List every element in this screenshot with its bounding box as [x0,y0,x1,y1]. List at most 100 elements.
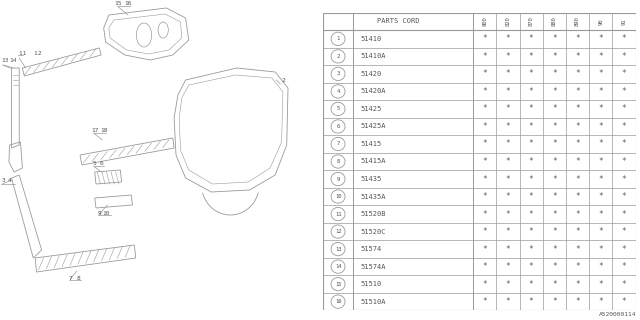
Text: 51420A: 51420A [361,88,386,94]
Text: *: * [483,34,487,44]
Text: *: * [506,52,510,61]
Text: 51410: 51410 [361,36,382,42]
Text: 51574A: 51574A [361,264,386,270]
Text: *: * [529,174,533,183]
Text: 51420: 51420 [361,71,382,77]
Text: *: * [506,104,510,113]
Text: 51435A: 51435A [361,194,386,200]
Text: A520000114: A520000114 [599,312,637,317]
Text: *: * [598,87,603,96]
Text: *: * [575,227,580,236]
Text: *: * [621,227,626,236]
Text: *: * [506,280,510,289]
Text: *: * [529,210,533,219]
Text: *: * [552,227,557,236]
Text: *: * [552,122,557,131]
Text: *: * [575,69,580,78]
Text: *: * [552,262,557,271]
Text: *: * [598,34,603,44]
Text: 10: 10 [335,194,341,199]
Text: 8: 8 [76,276,80,281]
Text: 6: 6 [99,161,103,166]
Text: *: * [506,227,510,236]
Text: 51435: 51435 [361,176,382,182]
Text: 7: 7 [337,141,340,147]
Text: *: * [552,87,557,96]
Text: *: * [483,192,487,201]
Text: 8: 8 [337,159,340,164]
Text: *: * [575,174,580,183]
Text: *: * [506,140,510,148]
Text: *: * [506,262,510,271]
Text: *: * [552,157,557,166]
Text: *: * [483,69,487,78]
Text: *: * [621,122,626,131]
Text: 17: 17 [91,128,99,133]
Text: *: * [529,192,533,201]
Text: *: * [621,174,626,183]
Text: *: * [552,104,557,113]
Text: *: * [621,297,626,306]
Text: 880: 880 [552,17,557,26]
Text: 16: 16 [124,1,132,6]
Text: 6: 6 [337,124,340,129]
Text: *: * [483,297,487,306]
Text: 15: 15 [335,282,341,287]
Text: *: * [598,227,603,236]
Text: 14: 14 [9,58,17,63]
Text: *: * [529,157,533,166]
Text: *: * [621,280,626,289]
Text: *: * [552,297,557,306]
Text: 51510: 51510 [361,281,382,287]
Text: 51415A: 51415A [361,158,386,164]
Text: *: * [621,192,626,201]
Text: 51425A: 51425A [361,124,386,130]
Text: *: * [575,280,580,289]
Text: 12: 12 [335,229,341,234]
Text: *: * [529,244,533,253]
Text: *: * [575,192,580,201]
Text: 1: 1 [337,36,340,41]
Text: *: * [529,34,533,44]
Text: 3: 3 [1,178,5,183]
Text: *: * [598,280,603,289]
Text: 2: 2 [337,54,340,59]
Text: *: * [552,280,557,289]
Text: *: * [621,157,626,166]
Text: *: * [506,192,510,201]
Text: 5: 5 [337,107,340,111]
Text: 13: 13 [1,58,9,63]
Text: *: * [598,122,603,131]
Text: *: * [483,262,487,271]
Text: *: * [529,122,533,131]
Text: *: * [552,192,557,201]
Text: *: * [483,52,487,61]
Text: *: * [529,140,533,148]
Text: *: * [506,122,510,131]
Text: *: * [598,104,603,113]
Text: 51520C: 51520C [361,228,386,235]
Text: 820: 820 [506,17,511,26]
Text: *: * [506,297,510,306]
Text: 90: 90 [598,18,604,25]
Text: 4: 4 [8,178,12,183]
Text: *: * [575,122,580,131]
Text: *: * [552,52,557,61]
Text: 15: 15 [115,1,122,6]
Text: *: * [483,210,487,219]
Text: *: * [483,174,487,183]
Text: *: * [506,87,510,96]
Text: 3: 3 [337,71,340,76]
Text: 14: 14 [335,264,341,269]
Text: *: * [529,262,533,271]
Text: *: * [598,140,603,148]
Text: *: * [483,122,487,131]
Text: *: * [529,104,533,113]
Text: *: * [621,34,626,44]
Text: *: * [529,52,533,61]
Text: 800: 800 [482,17,487,26]
Text: *: * [529,69,533,78]
Text: *: * [575,210,580,219]
Text: *: * [552,244,557,253]
Text: *: * [483,157,487,166]
